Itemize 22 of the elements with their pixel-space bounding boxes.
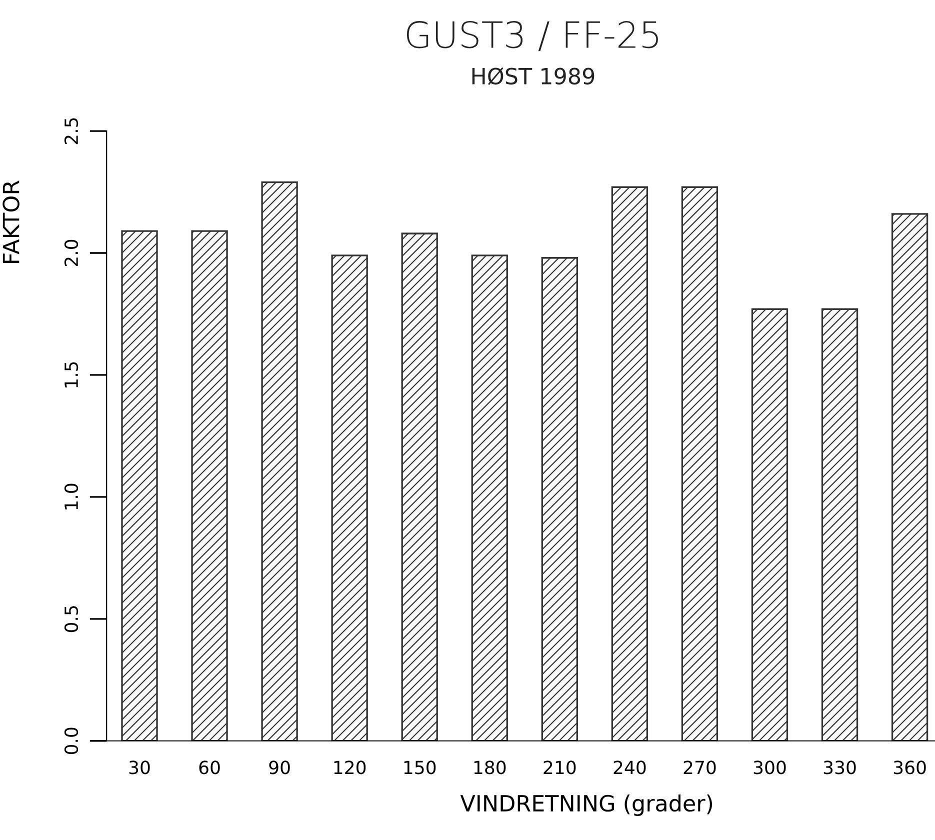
y-tick-label: 2.0 (64, 240, 78, 266)
x-axis-title: VINDRETNING (grader) (460, 794, 712, 816)
x-tick-label: 60 (199, 760, 220, 774)
x-tick-label: 150 (404, 760, 436, 774)
x-tick-label: 270 (684, 760, 716, 774)
y-tick-label: 1.0 (64, 484, 78, 510)
x-tick-label: 330 (824, 760, 856, 774)
y-tick-label: 0.0 (64, 728, 78, 754)
y-axis-title: FAKTOR (2, 180, 20, 263)
x-tick-label: 180 (474, 760, 506, 774)
chart-subtitle: HØST 1989 (472, 67, 594, 86)
x-tick-label: 90 (269, 760, 290, 774)
chart-title: GUST3 / FF-25 (406, 20, 658, 52)
x-tick-label: 360 (894, 760, 926, 774)
x-tick-label: 240 (614, 760, 646, 774)
x-tick-label: 120 (334, 760, 366, 774)
x-tick-label: 30 (129, 760, 150, 774)
x-tick-label: 300 (754, 760, 786, 774)
x-tick-label: 210 (544, 760, 576, 774)
y-tick-label: 1.5 (64, 362, 78, 388)
y-tick-label: 0.5 (64, 606, 78, 632)
y-tick-label: 2.5 (64, 118, 78, 144)
